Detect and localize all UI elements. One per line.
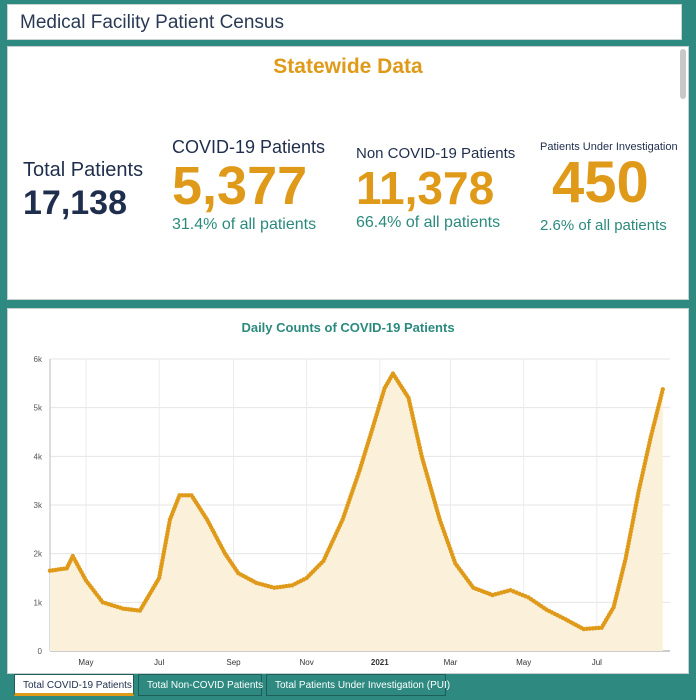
scrollbar[interactable] xyxy=(680,49,686,99)
y-tick-label: 3k xyxy=(34,501,43,510)
total-patients-stat: Total Patients 17,138 xyxy=(23,159,143,223)
y-tick-label: 5k xyxy=(34,404,43,413)
tab-total-covid[interactable]: Total COVID-19 Patients xyxy=(14,674,134,696)
x-tick-label: May xyxy=(78,658,93,667)
chart-panel: Daily Counts of COVID-19 Patients 0 1k 2k 3… xyxy=(7,308,689,674)
app-title: Medical Facility Patient Census xyxy=(20,12,284,33)
pui-patients-value: 450 xyxy=(552,150,649,215)
stats-panel: Statewide Data Total Patients 17,138 COV… xyxy=(7,46,689,300)
y-tick-label: 0 xyxy=(38,647,43,656)
covid-patients-value: 5,377 xyxy=(172,156,308,216)
x-tick-label: Sep xyxy=(226,658,241,667)
pui-patients-pct: 2.6% of all patients xyxy=(540,217,667,234)
non-covid-patients-label: Non COVID-19 Patients xyxy=(356,145,516,162)
covid-patients-label: COVID-19 Patients xyxy=(172,137,326,157)
x-tick-label: 2021 xyxy=(371,658,389,667)
series-area xyxy=(50,373,663,651)
x-tick-label: Nov xyxy=(300,658,314,667)
daily-covid-chart[interactable]: 0 1k 2k 3k 4k 5k 6k May Jul Sep Nov 2021 Mar May Jul xyxy=(8,309,688,673)
non-covid-patients-pct: 66.4% of all patients xyxy=(356,214,501,231)
covid-patients-pct: 31.4% of all patients xyxy=(172,216,317,233)
tab-total-non-covid[interactable]: Total Non-COVID Patients xyxy=(138,674,263,696)
x-tick-label: Jul xyxy=(154,658,164,667)
y-tick-label: 1k xyxy=(34,598,43,607)
non-covid-patients-value: 11,378 xyxy=(356,162,495,214)
title-bar: Medical Facility Patient Census xyxy=(7,4,682,40)
total-patients-label: Total Patients xyxy=(23,159,144,181)
x-tick-label: Mar xyxy=(444,658,458,667)
y-tick-label: 4k xyxy=(34,452,43,461)
x-tick-label: Jul xyxy=(592,658,602,667)
y-tick-label: 2k xyxy=(34,550,43,559)
x-tick-label: May xyxy=(516,658,531,667)
non-covid-patients-stat: Non COVID-19 Patients 11,378 66.4% of al… xyxy=(356,145,515,232)
pui-patients-stat: Patients Under Investigation 450 2.6% of… xyxy=(540,141,678,234)
y-tick-label: 6k xyxy=(34,355,43,364)
chart-title: Daily Counts of COVID-19 Patients xyxy=(241,320,455,335)
stats-heading: Statewide Data xyxy=(273,55,423,78)
tab-total-pui[interactable]: Total Patients Under Investigation (PUI) xyxy=(266,674,450,696)
covid-patients-stat: COVID-19 Patients 5,377 31.4% of all pat… xyxy=(172,137,325,234)
total-patients-value: 17,138 xyxy=(23,184,127,222)
data-point xyxy=(660,387,666,392)
pui-patients-label: Patients Under Investigation xyxy=(540,141,678,153)
